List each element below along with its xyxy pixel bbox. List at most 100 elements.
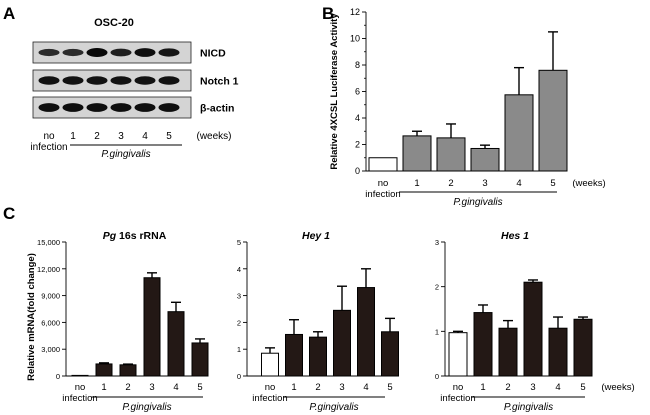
category-label: 4: [173, 382, 178, 393]
bar: [191, 342, 209, 377]
category-label: 5: [387, 382, 392, 393]
blot-band: [110, 76, 132, 85]
blot-band: [38, 48, 60, 57]
y-tick-label: 0: [56, 372, 60, 381]
y-tick-label: 0: [355, 166, 360, 176]
blot-group-label: P.gingivalis: [101, 149, 150, 160]
bar: [309, 336, 327, 377]
blot-band: [86, 103, 108, 112]
category-label-infection: infection: [252, 393, 287, 404]
y-tick-label: 5: [237, 238, 241, 247]
chart-title-rest: 16s rRNA: [116, 230, 167, 242]
category-label-infection: infection: [440, 393, 475, 404]
blot-band: [158, 48, 180, 57]
bar: [498, 327, 518, 377]
y-tick-label: 0: [435, 372, 439, 381]
bar: [402, 135, 432, 172]
category-label: 3: [530, 382, 535, 393]
y-tick-label: 1: [237, 345, 241, 354]
y-axis-label: Relative 4XCSL Luciferase Activity: [329, 13, 340, 170]
category-label: 4: [516, 178, 521, 189]
blot-band: [110, 103, 132, 112]
category-label: 2: [315, 382, 320, 393]
category-label: 5: [550, 178, 555, 189]
y-tick-label: 2: [435, 283, 439, 292]
category-label: 3: [149, 382, 154, 393]
blot-band: [110, 48, 132, 57]
category-label: 4: [363, 382, 368, 393]
blot-band: [38, 76, 60, 85]
blot-band: [158, 103, 180, 112]
blot-band: [62, 103, 84, 112]
blot-band: [86, 48, 108, 57]
blot-lane-label: 2: [94, 131, 100, 142]
blot-control-label-infection: infection: [30, 142, 67, 153]
bar: [470, 147, 500, 172]
category-label-no: no: [453, 382, 464, 393]
y-tick-label: 4: [237, 265, 241, 274]
group-label: P.gingivalis: [122, 402, 171, 413]
blot-lane-label: 4: [142, 131, 148, 142]
blot-band: [62, 48, 84, 57]
panel-b-letter: B: [322, 4, 334, 23]
chart-title: Pg 16s rRNA: [103, 230, 167, 242]
category-label: 1: [480, 382, 485, 393]
category-label-no: no: [378, 178, 389, 189]
blot-row-label: NICD: [200, 48, 226, 60]
category-label: 5: [197, 382, 202, 393]
bar: [167, 311, 185, 377]
category-label: 1: [414, 178, 419, 189]
blot-row-label: β-actin: [200, 103, 234, 115]
x-unit-label: (weeks): [601, 382, 634, 393]
y-axis-label: Relative mRNA(fold change): [26, 253, 37, 381]
bar: [143, 277, 161, 377]
category-label: 2: [505, 382, 510, 393]
y-tick-label: 12: [350, 7, 360, 17]
bar: [448, 332, 468, 377]
bar: [504, 94, 534, 172]
bar: [381, 331, 399, 377]
blot-control-label-no: no: [43, 131, 55, 142]
bar: [368, 157, 398, 172]
y-tick-label: 2: [355, 140, 360, 150]
y-tick-label: 6,000: [41, 318, 60, 327]
x-unit-label: (weeks): [572, 178, 605, 189]
blot-lane-label: 1: [70, 131, 76, 142]
bar: [357, 287, 375, 377]
blot-lane-label: 3: [118, 131, 124, 142]
category-label-no: no: [75, 382, 86, 393]
bar: [538, 69, 568, 172]
bar: [436, 137, 466, 172]
y-tick-label: 9,000: [41, 292, 60, 301]
group-label: P.gingivalis: [309, 402, 358, 413]
y-tick-label: 15,000: [37, 238, 60, 247]
category-label: 3: [339, 382, 344, 393]
category-label: 1: [101, 382, 106, 393]
panel-a-letter: A: [3, 4, 15, 23]
chart-title: Hes 1: [501, 230, 529, 242]
y-tick-label: 2: [237, 318, 241, 327]
bar: [523, 281, 543, 377]
category-label-no: no: [265, 382, 276, 393]
category-label: 3: [482, 178, 487, 189]
blot-band: [38, 103, 60, 112]
category-label-infection: infection: [365, 189, 400, 200]
category-label: 2: [125, 382, 130, 393]
y-tick-label: 4: [355, 113, 360, 123]
y-tick-label: 12,000: [37, 265, 60, 274]
category-label-infection: infection: [62, 393, 97, 404]
bar: [95, 363, 113, 377]
blot-band: [134, 48, 156, 57]
blot-lane-label: 5: [166, 131, 172, 142]
y-tick-label: 1: [435, 327, 439, 336]
bar: [119, 364, 137, 377]
cell-line-label: OSC-20: [94, 17, 134, 29]
category-label: 1: [291, 382, 296, 393]
bar: [473, 312, 493, 377]
category-label: 4: [555, 382, 560, 393]
y-tick-label: 3: [237, 292, 241, 301]
